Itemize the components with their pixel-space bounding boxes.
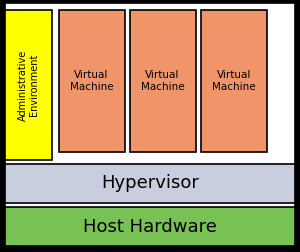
FancyBboxPatch shape bbox=[5, 164, 295, 203]
Text: Hypervisor: Hypervisor bbox=[101, 174, 199, 192]
FancyBboxPatch shape bbox=[5, 10, 52, 160]
FancyBboxPatch shape bbox=[5, 207, 295, 246]
FancyBboxPatch shape bbox=[130, 10, 196, 152]
FancyBboxPatch shape bbox=[58, 10, 124, 152]
FancyBboxPatch shape bbox=[201, 10, 267, 152]
Text: Virtual
Machine: Virtual Machine bbox=[70, 71, 113, 92]
Text: Virtual
Machine: Virtual Machine bbox=[141, 71, 184, 92]
FancyBboxPatch shape bbox=[5, 3, 295, 246]
Text: Virtual
Machine: Virtual Machine bbox=[212, 71, 256, 92]
Text: Host Hardware: Host Hardware bbox=[83, 218, 217, 236]
Text: Administrative
Environment: Administrative Environment bbox=[17, 49, 39, 121]
